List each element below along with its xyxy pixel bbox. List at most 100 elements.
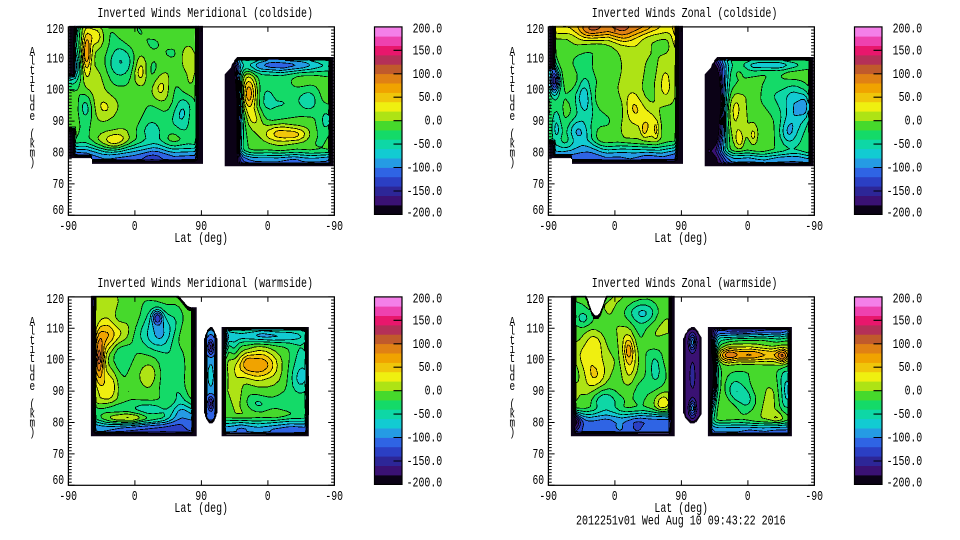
svg-text:t: t	[30, 82, 36, 96]
svg-text:110: 110	[47, 51, 65, 67]
svg-text:120: 120	[527, 22, 545, 38]
svg-text:0: 0	[612, 489, 618, 505]
svg-text:80: 80	[53, 416, 65, 432]
svg-text:e: e	[30, 110, 36, 124]
svg-text:-50.0: -50.0	[893, 137, 923, 153]
svg-text:150.0: 150.0	[413, 313, 443, 329]
svg-text:-150.0: -150.0	[887, 184, 923, 200]
svg-text:-90: -90	[805, 489, 823, 505]
svg-text:70: 70	[533, 177, 545, 193]
svg-text:-100.0: -100.0	[407, 161, 443, 177]
svg-text:-200.0: -200.0	[887, 205, 923, 221]
svg-text:100: 100	[527, 83, 545, 99]
svg-text:70: 70	[53, 447, 65, 463]
svg-text:200.0: 200.0	[413, 291, 443, 307]
svg-text:l: l	[30, 325, 36, 339]
svg-text:-150.0: -150.0	[407, 184, 443, 200]
svg-text:d: d	[510, 371, 516, 385]
svg-text:t: t	[510, 64, 516, 78]
svg-text:0: 0	[745, 489, 751, 505]
svg-text:Lat (deg): Lat (deg)	[174, 501, 228, 517]
svg-text:50.0: 50.0	[419, 360, 443, 376]
svg-text:i: i	[510, 343, 516, 357]
svg-text:-150.0: -150.0	[407, 454, 443, 470]
svg-text:50.0: 50.0	[899, 90, 923, 106]
svg-text:(: (	[30, 128, 36, 142]
svg-text:): )	[30, 156, 36, 170]
svg-text:50.0: 50.0	[899, 360, 923, 376]
svg-text:0: 0	[265, 489, 271, 505]
svg-text:60: 60	[53, 473, 65, 489]
svg-text:60: 60	[533, 203, 545, 219]
svg-text:Inverted Winds Zonal (warmside: Inverted Winds Zonal (warmside)	[592, 276, 778, 292]
svg-text:(: (	[30, 398, 36, 412]
svg-text:150.0: 150.0	[893, 43, 923, 59]
svg-text:e: e	[510, 110, 516, 124]
svg-text:70: 70	[53, 177, 65, 193]
svg-text:150.0: 150.0	[413, 43, 443, 59]
svg-text:k: k	[510, 137, 516, 151]
svg-text:m: m	[510, 147, 516, 161]
svg-text:Lat (deg): Lat (deg)	[174, 231, 228, 247]
svg-text:-200.0: -200.0	[887, 475, 923, 491]
svg-text:90: 90	[53, 384, 65, 400]
svg-text:t: t	[30, 352, 36, 366]
svg-text:-100.0: -100.0	[887, 431, 923, 447]
svg-text:-50.0: -50.0	[893, 407, 923, 423]
svg-text:Lat (deg): Lat (deg)	[654, 501, 708, 517]
svg-text:-90: -90	[325, 489, 343, 505]
svg-text:-200.0: -200.0	[407, 475, 443, 491]
svg-text:Lat (deg): Lat (deg)	[654, 231, 708, 247]
svg-text:Inverted Winds Zonal (coldside: Inverted Winds Zonal (coldside)	[592, 6, 778, 22]
svg-text:u: u	[510, 361, 516, 375]
svg-text:100: 100	[527, 353, 545, 369]
svg-text:120: 120	[47, 292, 65, 308]
svg-text:100.0: 100.0	[893, 67, 923, 83]
svg-text:0: 0	[265, 219, 271, 235]
svg-text:-100.0: -100.0	[407, 431, 443, 447]
svg-text:2012251v01 Wed Aug 10 09:43:22: 2012251v01 Wed Aug 10 09:43:22 2016	[576, 514, 786, 530]
svg-text:90: 90	[53, 114, 65, 130]
svg-text:m: m	[30, 147, 36, 161]
svg-text:k: k	[30, 137, 36, 151]
svg-text:0.0: 0.0	[905, 114, 923, 130]
svg-text:0: 0	[612, 219, 618, 235]
svg-text:80: 80	[533, 416, 545, 432]
svg-text:90: 90	[675, 219, 687, 235]
svg-text:70: 70	[533, 447, 545, 463]
svg-text:): )	[30, 426, 36, 440]
svg-text:0.0: 0.0	[425, 384, 443, 400]
svg-text:): )	[510, 156, 516, 170]
svg-text:k: k	[30, 407, 36, 421]
svg-text:Inverted Winds Meridional (col: Inverted Winds Meridional (coldside)	[97, 6, 313, 22]
svg-text:100: 100	[47, 353, 65, 369]
svg-text:120: 120	[527, 292, 545, 308]
svg-text:t: t	[30, 334, 36, 348]
svg-text:-90: -90	[325, 219, 343, 235]
svg-text:t: t	[510, 82, 516, 96]
svg-text:80: 80	[53, 146, 65, 162]
svg-text:110: 110	[527, 51, 545, 67]
svg-text:200.0: 200.0	[893, 21, 923, 37]
svg-text:A: A	[30, 315, 36, 329]
svg-text:0: 0	[132, 489, 138, 505]
svg-text:e: e	[510, 380, 516, 394]
svg-text:-90: -90	[539, 219, 557, 235]
svg-text:l: l	[510, 55, 516, 69]
svg-text:A: A	[510, 45, 516, 59]
svg-text:l: l	[30, 55, 36, 69]
svg-text:e: e	[30, 380, 36, 394]
svg-text:50.0: 50.0	[419, 90, 443, 106]
svg-text:d: d	[510, 101, 516, 115]
svg-text:90: 90	[675, 489, 687, 505]
svg-text:-90: -90	[59, 219, 77, 235]
svg-text:110: 110	[47, 321, 65, 337]
svg-text:t: t	[510, 352, 516, 366]
svg-text:150.0: 150.0	[893, 313, 923, 329]
svg-text:110: 110	[527, 321, 545, 337]
svg-text:0.0: 0.0	[905, 384, 923, 400]
svg-text:-150.0: -150.0	[887, 454, 923, 470]
svg-text:i: i	[510, 73, 516, 87]
svg-text:100: 100	[47, 83, 65, 99]
svg-text:u: u	[30, 361, 36, 375]
